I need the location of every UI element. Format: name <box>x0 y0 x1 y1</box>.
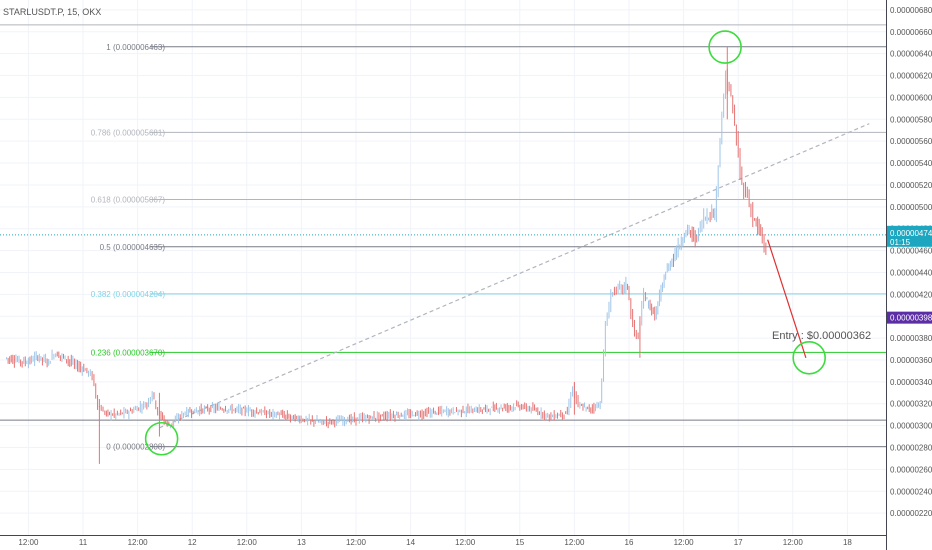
projection-segment[interactable] <box>767 239 807 358</box>
fib-retracement[interactable]: 1 (0.000006463) 0.786 (0.000005681) 0.618 … <box>0 24 886 452</box>
price-series <box>6 47 767 464</box>
time-tick-label: 11 <box>79 538 88 547</box>
fib-level-label: 0.618 (0.000005067) <box>91 195 166 204</box>
current-price-value: 0.000004744 <box>890 229 932 238</box>
time-tick-label: 18 <box>843 538 852 547</box>
time-tick-label: 12:00 <box>455 538 476 547</box>
fib-level-label: 1 (0.000006463) <box>106 43 165 52</box>
marker-price-badge[interactable] <box>887 311 932 324</box>
time-tick-label: 17 <box>734 538 743 547</box>
entry-annotation[interactable]: Entry : $0.00000362 <box>772 330 871 342</box>
fib-level-label: 0.786 (0.000005681) <box>91 128 166 137</box>
time-tick-label: 12:00 <box>564 538 585 547</box>
time-axis[interactable]: 12:00 11 12:00 12 12:00 13 12:00 14 12:00 15 12:00… <box>0 535 886 550</box>
time-tick-label: 12:00 <box>18 538 39 547</box>
time-tick-label: 13 <box>297 538 306 547</box>
highlight-circle[interactable] <box>144 421 179 456</box>
bar-countdown: 01:15 <box>890 238 911 247</box>
symbol-title: STARLUSDT.P, 15, OKX <box>3 7 101 17</box>
highlight-circle[interactable] <box>792 340 826 375</box>
time-tick-label: 12:00 <box>346 538 367 547</box>
time-axis-bg <box>0 535 886 550</box>
highlight-circles[interactable] <box>144 30 826 456</box>
fib-level-label: 0.236 (0.000003670) <box>91 348 166 357</box>
time-tick-label: 12 <box>188 538 197 547</box>
entry-projection-line[interactable] <box>767 239 807 358</box>
fib-level-label: 0.5 (0.000004635) <box>100 243 166 252</box>
grid <box>0 0 886 535</box>
time-tick-label: 12:00 <box>783 538 804 547</box>
highlight-circle[interactable] <box>708 30 742 64</box>
fib-level-label: 0.382 (0.000004204) <box>91 290 166 299</box>
time-tick-label: 16 <box>625 538 634 547</box>
price-axis-bg <box>886 0 932 550</box>
time-tick-label: 12:00 <box>237 538 258 547</box>
trend-line-segment[interactable] <box>159 123 870 429</box>
current-price-badge[interactable] <box>887 225 932 247</box>
fib-level-label: 0 (0.000002808) <box>106 443 165 452</box>
time-tick-label: 14 <box>406 538 415 547</box>
trend-line[interactable] <box>159 123 870 429</box>
time-tick-label: 12:00 <box>128 538 149 547</box>
marker-price-value: 0.000003987 <box>890 314 932 323</box>
time-tick-label: 15 <box>515 538 524 547</box>
time-tick-label: 12:00 <box>674 538 695 547</box>
